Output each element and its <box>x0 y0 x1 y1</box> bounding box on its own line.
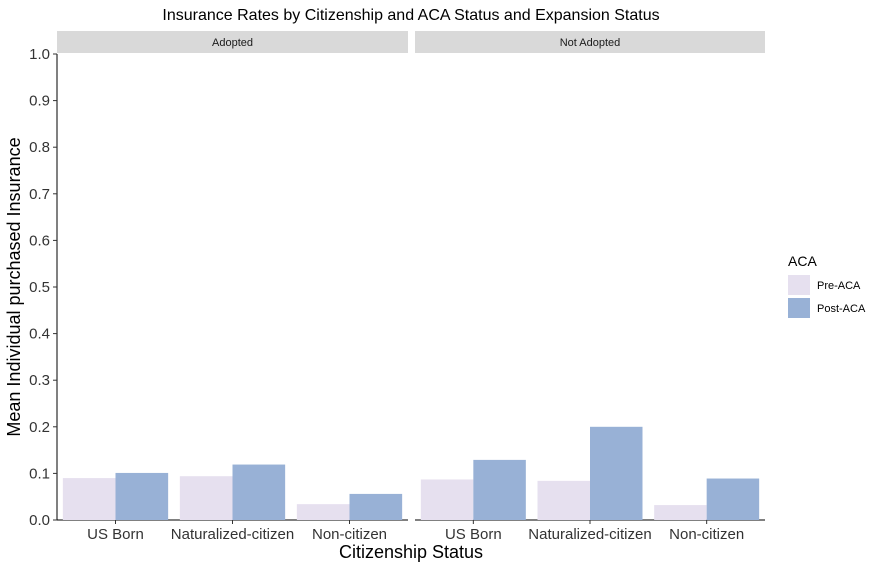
strip-label: Not Adopted <box>560 37 621 49</box>
strip-background <box>415 31 765 53</box>
bar <box>590 426 643 520</box>
bar <box>706 478 760 520</box>
legend-swatch <box>788 298 810 318</box>
legend-label: Pre-ACA <box>817 280 861 292</box>
facet-panel: Adopted US Born Naturalized-citizen Non-cit… <box>57 31 408 543</box>
facet-panel: Not Adopted US Born Naturalized-citizen Non… <box>415 31 765 543</box>
facet-panels: Adopted US Born Naturalized-citizen Non-cit… <box>57 31 765 543</box>
bar <box>232 464 286 520</box>
bar <box>296 504 350 520</box>
bar <box>62 478 116 520</box>
y-tick-label: 0.9 <box>29 93 50 110</box>
x-tick-label: US Born <box>87 526 144 543</box>
y-tick-label: 0.4 <box>29 326 50 343</box>
strip-background <box>57 31 408 53</box>
legend-swatch <box>788 275 810 295</box>
x-axis-title: Citizenship Status <box>339 542 483 562</box>
x-tick-label: US Born <box>445 526 502 543</box>
y-tick-label: 1.0 <box>29 46 50 63</box>
bar <box>349 493 403 520</box>
strip-label: Adopted <box>212 37 253 49</box>
bar <box>115 472 169 520</box>
legend-label: Post-ACA <box>817 303 866 315</box>
bar <box>420 479 474 520</box>
y-axis-title: Mean Individual purchased Insurance <box>4 137 24 436</box>
y-tick-label: 0.1 <box>29 465 50 482</box>
bar <box>473 459 526 520</box>
y-tick-label: 0.5 <box>29 279 50 296</box>
legend-title: ACA <box>788 253 817 269</box>
chart-title: Insurance Rates by Citizenship and ACA S… <box>162 7 659 24</box>
x-tick-label: Naturalized-citizen <box>171 526 294 543</box>
y-tick-label: 0.0 <box>29 512 50 529</box>
x-tick-label: Naturalized-citizen <box>528 526 651 543</box>
x-tick-label: Non-citizen <box>312 526 387 543</box>
y-tick-label: 0.2 <box>29 419 50 436</box>
y-tick-label: 0.3 <box>29 372 50 389</box>
x-tick-label: Non-citizen <box>669 526 744 543</box>
legend: ACA Pre-ACA Post-ACA <box>788 253 866 318</box>
bar <box>537 480 590 520</box>
y-axis: 0.0 0.1 0.2 0.3 0.4 0.5 0.6 0.7 0.8 0.9 1.0 <box>29 46 58 529</box>
bar <box>654 505 707 520</box>
bar <box>179 476 233 520</box>
y-tick-label: 0.7 <box>29 186 50 203</box>
y-tick-label: 0.6 <box>29 232 50 249</box>
y-tick-label: 0.8 <box>29 139 50 156</box>
